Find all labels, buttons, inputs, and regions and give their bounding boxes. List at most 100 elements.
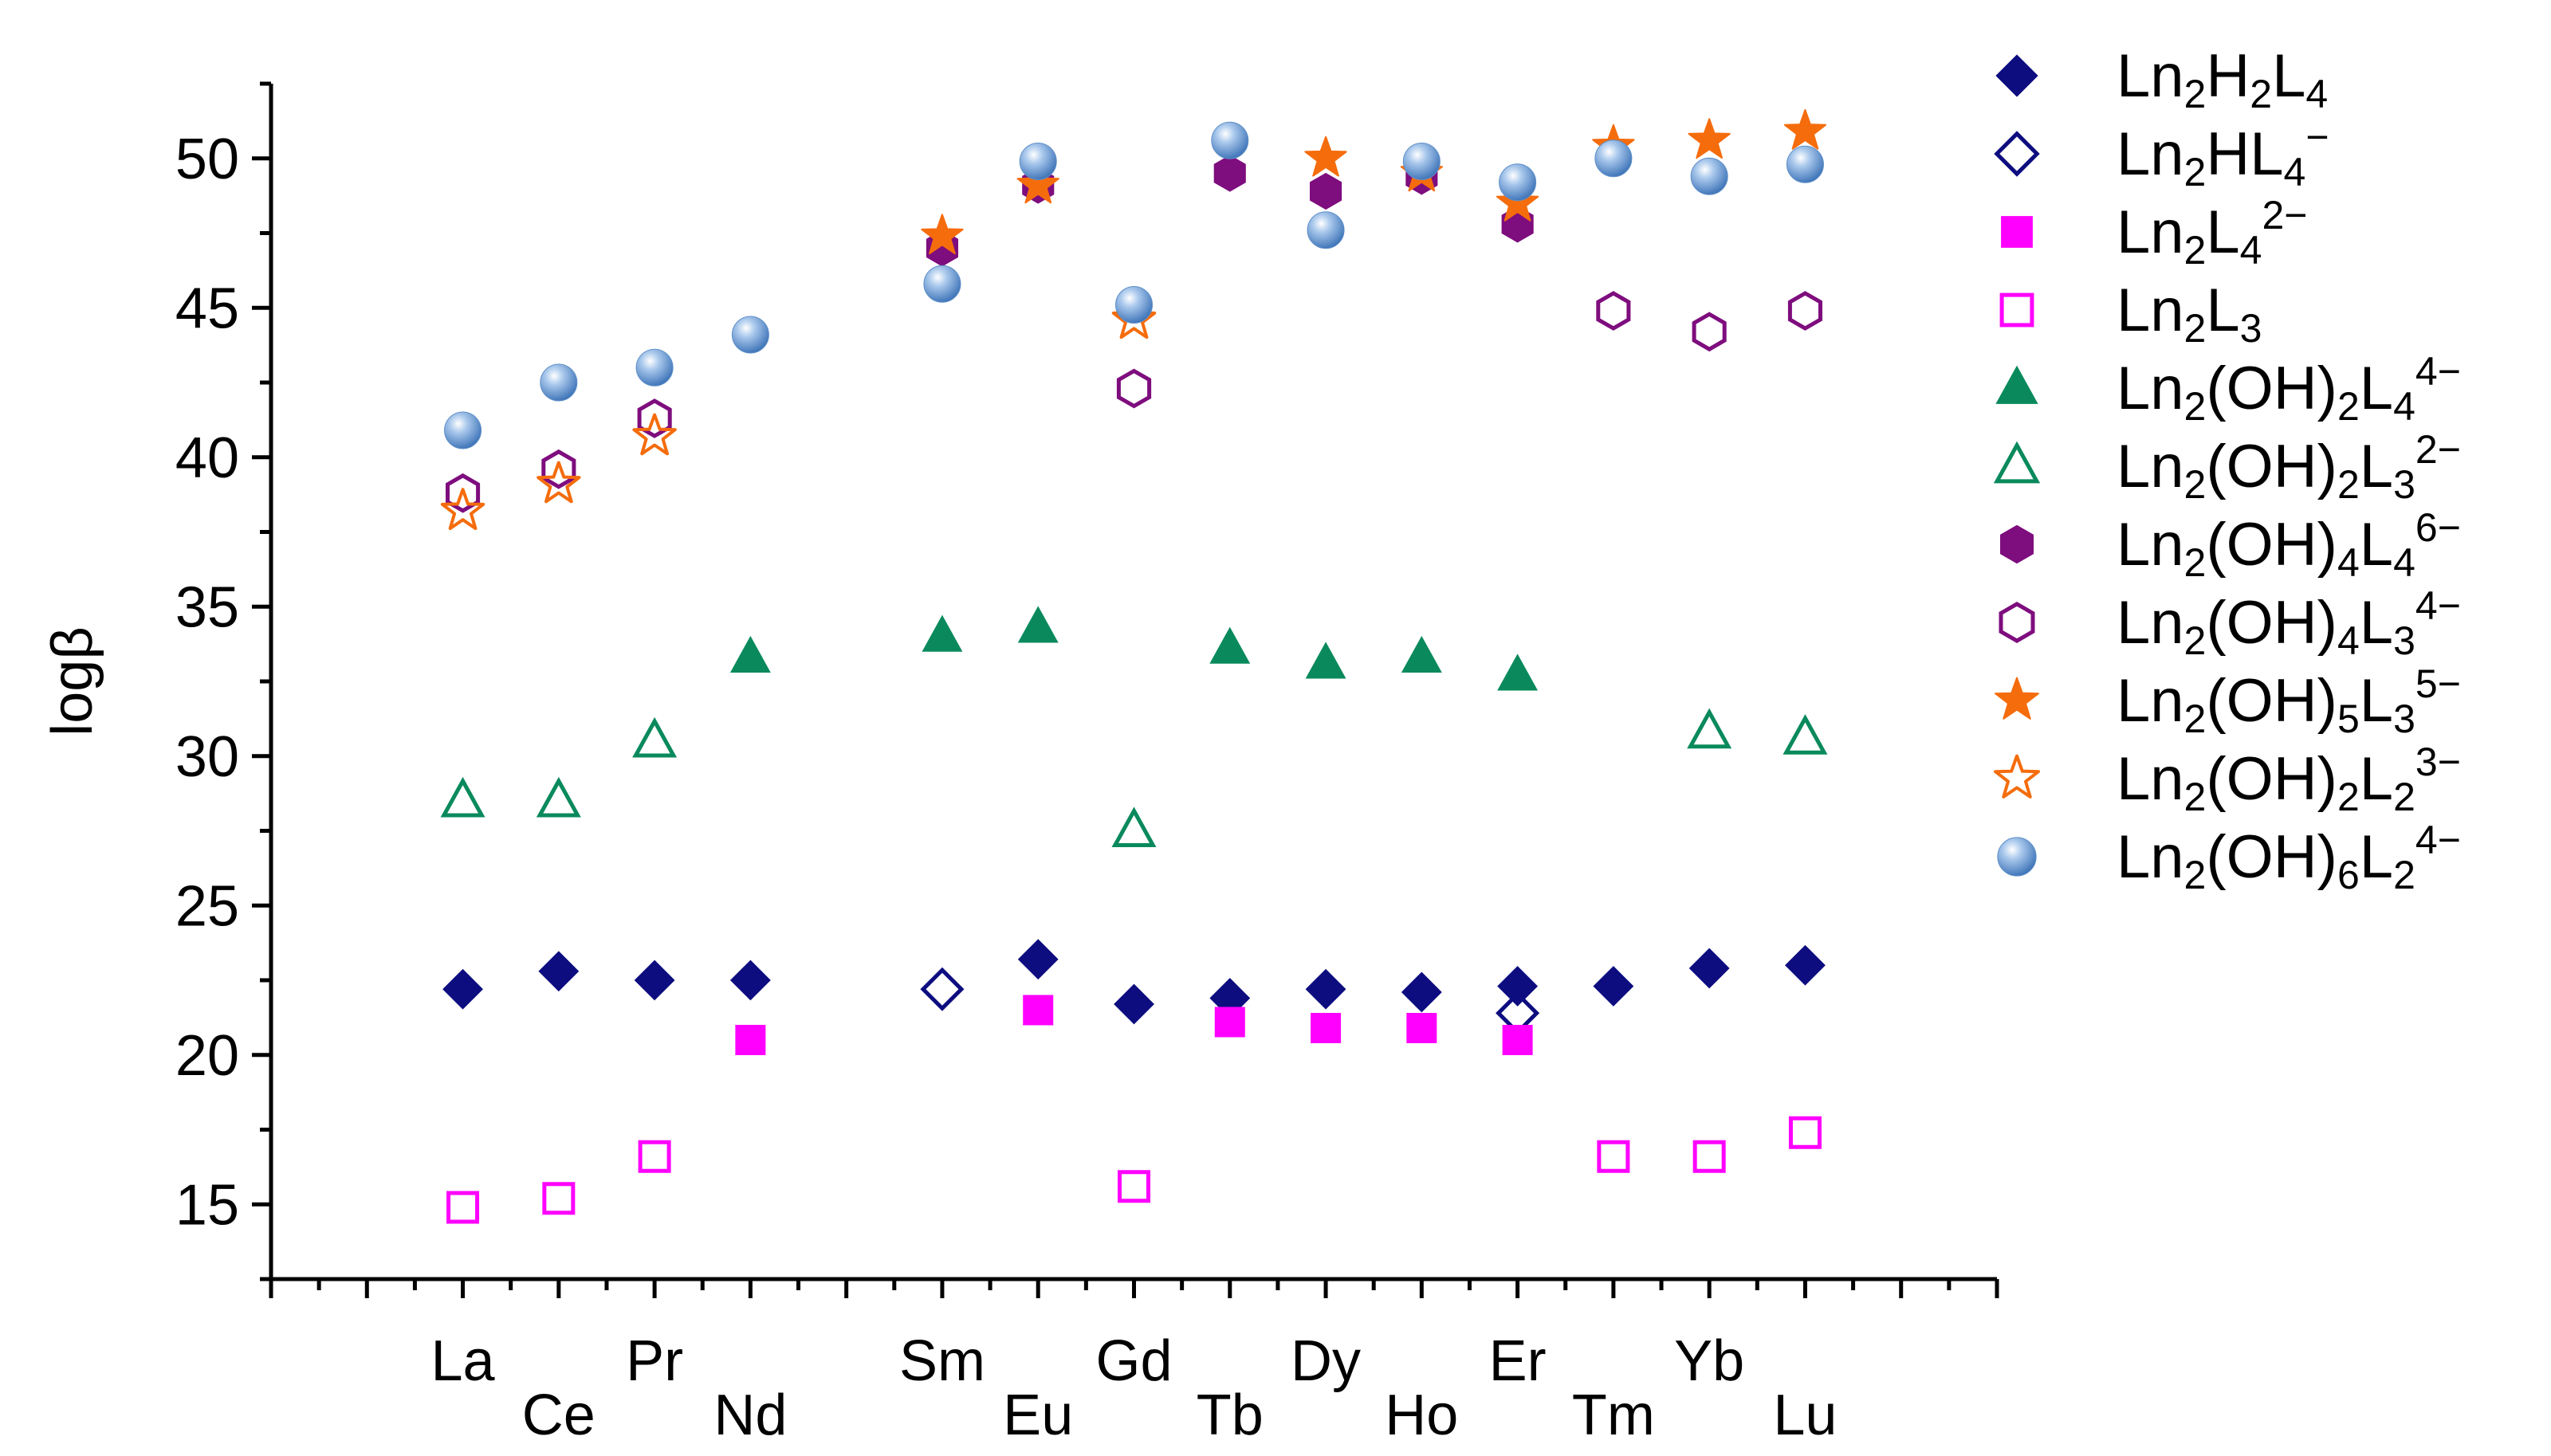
- x-category-label: Pr: [626, 1329, 683, 1393]
- point-ln2-oh-2l44-: [1017, 606, 1059, 643]
- point-ln2h2l4: [1593, 966, 1634, 1007]
- point-ln2h2l4: [1305, 968, 1346, 1010]
- y-tick-label: 35: [175, 575, 239, 639]
- point-ln2-oh-5l35-: [1304, 135, 1347, 177]
- legend-marker-ln2-oh-2l23-: [1994, 754, 2040, 799]
- point-ln2-oh-2l44-: [729, 635, 771, 673]
- legend-marker-ln2-oh-4l34-: [1999, 602, 2035, 643]
- point-ln2-oh-2l32-: [440, 776, 485, 818]
- point-ln2l42-: [1311, 1013, 1342, 1043]
- x-category-label: Ho: [1385, 1383, 1458, 1447]
- axes: 15 20 25 30 35 40 45 50 La Ce Pr Nd Sm Eu Gd Tb Dy Ho Er Tm…: [41, 81, 1999, 1447]
- point-ln2-oh-6l24-: [1594, 139, 1633, 178]
- point-ln2h2l4: [634, 960, 675, 1001]
- point-ln2l42-: [1502, 1025, 1533, 1055]
- point-ln2l3: [638, 1140, 671, 1173]
- point-ln2-oh-2l44-: [1497, 653, 1539, 691]
- x-category-label: Eu: [1003, 1383, 1073, 1447]
- point-ln2-oh-2l23-: [440, 488, 485, 531]
- point-ln2-oh-4l34-: [1596, 291, 1631, 331]
- legend-marker-ln2-oh-2l32-: [1993, 441, 2041, 484]
- legend-marker-ln2-oh-6l24-: [1997, 837, 2037, 877]
- point-ln2l42-: [735, 1025, 766, 1055]
- x-category-label: Tb: [1197, 1383, 1264, 1447]
- point-ln2-oh-2l44-: [1209, 626, 1251, 664]
- point-ln2-oh-5l35-: [921, 214, 964, 255]
- x-category-label: Lu: [1773, 1383, 1837, 1447]
- legend-marker-ln2-oh-4l46-: [2000, 524, 2034, 564]
- point-ln2-oh-4l34-: [1116, 368, 1152, 409]
- point-ln2l3: [1692, 1140, 1726, 1173]
- y-tick-label: 50: [175, 128, 239, 191]
- point-ln2h2l4: [1688, 948, 1730, 989]
- y-tick-label: 25: [175, 874, 239, 938]
- point-ln2-oh-2l44-: [1305, 642, 1346, 679]
- legend-label-ln2-oh-2l44-: Ln2(OH)2L44−: [2117, 349, 2461, 429]
- point-ln2-oh-4l34-: [637, 398, 672, 438]
- point-ln2h2l4: [1017, 939, 1059, 980]
- y-axis-label: logβ: [41, 626, 104, 736]
- point-ln2-oh-6l24-: [1499, 163, 1537, 202]
- point-ln2-oh-4l34-: [541, 449, 576, 489]
- x-category-label: Ce: [522, 1383, 595, 1447]
- legend-label-ln2-oh-6l24-: Ln2(OH)6L24−: [2117, 818, 2461, 897]
- point-ln2-oh-2l32-: [1783, 714, 1828, 755]
- x-category-label: Gd: [1095, 1329, 1172, 1393]
- point-ln2l42-: [1023, 995, 1054, 1026]
- point-ln2h2l4: [1401, 971, 1442, 1013]
- point-ln2-oh-4l46-: [1310, 172, 1342, 210]
- point-ln2-oh-2l44-: [922, 614, 963, 652]
- point-ln2-oh-6l24-: [731, 316, 769, 354]
- point-ln2-oh-5l35-: [1496, 181, 1539, 222]
- x-category-label: Er: [1489, 1329, 1547, 1393]
- point-ln2-oh-5l35-: [1783, 109, 1827, 150]
- point-ln2h2l4: [729, 960, 771, 1001]
- point-ln2-oh-6l24-: [1402, 143, 1441, 180]
- y-tick-label: 30: [175, 725, 239, 789]
- point-ln2-oh-4l46-: [1213, 155, 1246, 192]
- x-category-label: Tm: [1572, 1383, 1655, 1447]
- point-ln2h2l4: [1497, 966, 1539, 1007]
- legend-label-ln2-oh-4l46-: Ln2(OH)4L46−: [2117, 505, 2461, 585]
- y-tick-label: 40: [175, 426, 239, 490]
- point-ln2l3: [542, 1182, 576, 1215]
- point-ln2h2l4: [538, 951, 580, 992]
- point-ln2-oh-2l44-: [1401, 635, 1442, 673]
- point-ln2-oh-6l24-: [1115, 286, 1153, 324]
- point-ln2-oh-2l23-: [632, 413, 677, 456]
- y-tick-label: 45: [175, 277, 239, 340]
- point-ln2-oh-6l24-: [635, 348, 674, 387]
- legend-label-ln2hl4-: Ln2HL4−: [2117, 115, 2329, 194]
- point-ln2l3: [1118, 1170, 1150, 1203]
- point-ln2-oh-2l32-: [1687, 708, 1732, 749]
- y-tick-label: 15: [175, 1173, 239, 1237]
- point-ln2-oh-6l24-: [1307, 211, 1345, 249]
- point-ln2-oh-6l24-: [1019, 143, 1057, 180]
- legend-label-ln2-oh-5l35-: Ln2(OH)5L35−: [2117, 661, 2461, 741]
- point-ln2l42-: [1214, 1007, 1245, 1038]
- x-category-label: La: [431, 1329, 496, 1393]
- legend-marker-ln2-oh-5l35-: [1995, 677, 2039, 720]
- point-ln2-oh-6l24-: [540, 363, 578, 402]
- legend-marker-ln2h2l4: [1995, 54, 2038, 97]
- point-ln2l3: [446, 1191, 480, 1224]
- y-tick-label: 20: [175, 1024, 239, 1088]
- point-ln2-oh-2l23-: [537, 461, 581, 504]
- point-ln2-oh-6l24-: [1786, 145, 1824, 183]
- data-marks: [440, 109, 1828, 1224]
- x-category-label: Sm: [899, 1329, 985, 1393]
- legend-label-ln2h2l4: Ln2H2L4: [2117, 42, 2328, 116]
- point-ln2-oh-6l24-: [444, 411, 482, 449]
- point-ln2-oh-6l24-: [1690, 157, 1728, 195]
- x-category-label: Dy: [1291, 1329, 1361, 1393]
- point-ln2hl4-: [920, 967, 965, 1011]
- point-ln2h2l4: [1785, 944, 1826, 986]
- legend-label-ln2-oh-2l32-: Ln2(OH)2L32−: [2117, 427, 2461, 507]
- legend-label-ln2l42-: Ln2L42−: [2117, 193, 2307, 273]
- legend-marker-ln2-oh-2l44-: [1995, 365, 2038, 404]
- legend-marker-ln2hl4-: [1994, 131, 2040, 177]
- point-ln2l3: [1597, 1140, 1630, 1173]
- point-ln2h2l4: [1114, 983, 1154, 1025]
- point-ln2-oh-6l24-: [1211, 121, 1249, 159]
